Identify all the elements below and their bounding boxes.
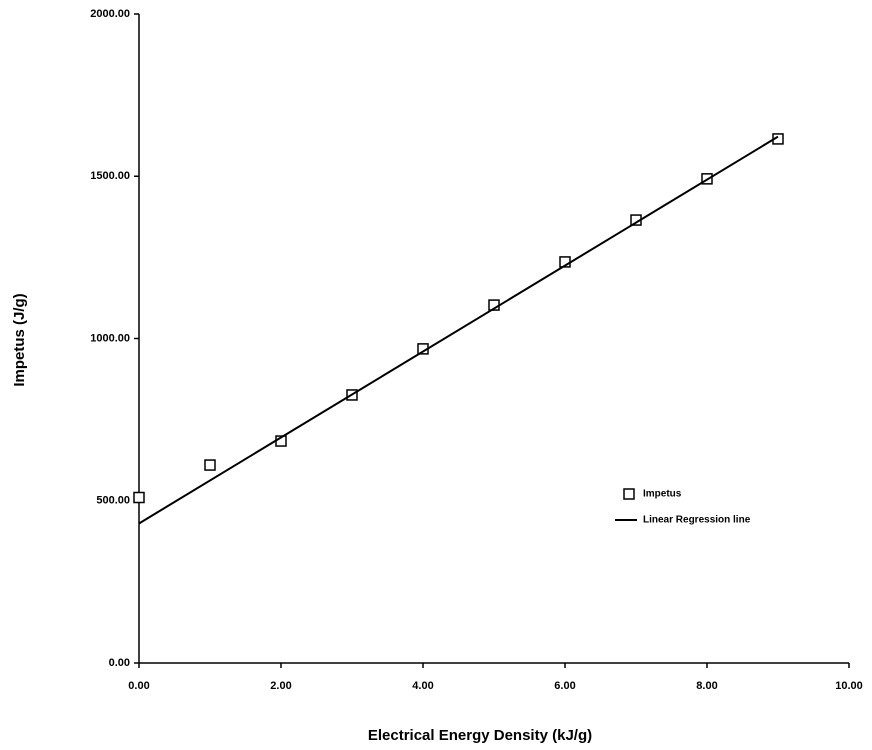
regression-line — [138, 135, 779, 525]
y-axis-title: Impetus (J/g) — [11, 293, 28, 386]
legend-marker — [623, 488, 635, 500]
x-tick-label: 4.00 — [412, 680, 433, 692]
x-tick-label: 8.00 — [696, 680, 717, 692]
data-point — [133, 491, 145, 504]
y-tick-label: 1000.00 — [90, 332, 130, 344]
data-point — [204, 459, 216, 471]
y-tick-label: 2000.00 — [90, 8, 130, 20]
legend-label: Impetus — [643, 489, 682, 500]
x-tick-label: 0.00 — [128, 680, 149, 692]
x-tick-label: 10.00 — [835, 680, 863, 692]
x-axis-title: Electrical Energy Density (kJ/g) — [368, 727, 592, 744]
y-tick-label: 0.00 — [109, 657, 130, 669]
y-tick-label: 1500.00 — [90, 170, 130, 182]
x-tick-label: 6.00 — [554, 680, 575, 692]
x-tick-label: 2.00 — [270, 680, 291, 692]
y-tick-label: 500.00 — [96, 495, 130, 507]
legend-label: Linear Regression line — [643, 515, 751, 526]
